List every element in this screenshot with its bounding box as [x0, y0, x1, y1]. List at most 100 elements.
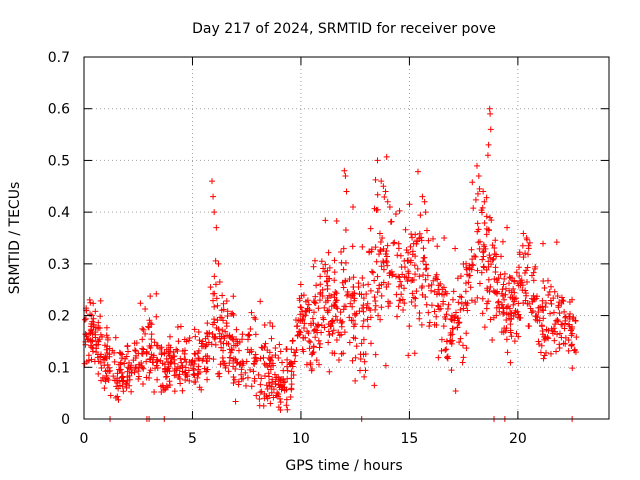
data-point	[340, 350, 347, 357]
data-point	[399, 296, 406, 303]
data-point	[497, 271, 504, 278]
data-point	[217, 361, 224, 368]
data-point	[297, 304, 304, 311]
data-point	[440, 298, 447, 305]
data-point	[518, 277, 525, 284]
data-point	[508, 333, 515, 340]
data-point	[288, 368, 295, 375]
data-point	[271, 371, 278, 378]
data-point	[310, 349, 317, 356]
data-point	[481, 198, 488, 205]
data-point	[277, 348, 284, 355]
data-point	[509, 295, 516, 302]
data-point	[221, 360, 228, 367]
data-point	[339, 279, 346, 286]
data-point	[517, 314, 524, 321]
data-point	[444, 305, 451, 312]
data-point	[158, 350, 165, 357]
data-point	[129, 367, 136, 374]
data-point	[554, 331, 561, 338]
data-point	[535, 304, 542, 311]
data-point	[473, 162, 480, 169]
data-point	[287, 394, 294, 401]
data-point	[319, 286, 326, 293]
data-point	[340, 245, 347, 252]
data-point	[452, 245, 459, 252]
data-point	[195, 355, 202, 362]
data-point	[435, 286, 442, 293]
data-point	[394, 252, 401, 259]
data-point	[98, 377, 105, 384]
data-point	[350, 274, 357, 281]
data-point	[515, 300, 522, 307]
data-point	[441, 291, 448, 298]
data-point	[210, 193, 217, 200]
data-point	[239, 331, 246, 338]
data-point	[509, 294, 516, 301]
data-point	[297, 317, 304, 324]
data-point	[310, 320, 317, 327]
data-point	[188, 359, 195, 366]
data-point	[253, 392, 260, 399]
data-point	[548, 283, 555, 290]
data-point	[550, 309, 557, 316]
data-point	[420, 271, 427, 278]
data-point	[492, 268, 499, 275]
y-tick-label: 0.3	[48, 257, 70, 273]
data-point	[220, 317, 227, 324]
data-point	[487, 283, 494, 290]
data-point	[504, 349, 511, 356]
data-point	[185, 337, 192, 344]
data-point	[486, 252, 493, 259]
data-point	[378, 178, 385, 185]
data-point	[95, 358, 102, 365]
data-point	[543, 349, 550, 356]
data-point	[324, 307, 331, 314]
data-point	[372, 244, 379, 251]
data-point	[177, 355, 184, 362]
data-point	[139, 364, 146, 371]
data-point	[362, 367, 369, 374]
data-point	[325, 328, 332, 335]
x-tick-label: 5	[188, 431, 197, 447]
data-point	[405, 257, 412, 264]
data-point	[559, 297, 566, 304]
data-point	[351, 290, 358, 297]
data-point	[528, 272, 535, 279]
data-point	[327, 292, 334, 299]
data-point	[227, 334, 234, 341]
data-point	[451, 317, 458, 324]
data-point	[137, 300, 144, 307]
data-point	[372, 298, 379, 305]
data-point	[554, 293, 561, 300]
data-point	[341, 167, 348, 174]
data-point	[525, 323, 532, 330]
data-point	[562, 313, 569, 320]
data-point	[211, 209, 218, 216]
data-point	[233, 336, 240, 343]
data-point	[160, 384, 167, 391]
data-point	[316, 344, 323, 351]
data-point	[371, 294, 378, 301]
data-point	[203, 358, 210, 365]
x-axis-label: GPS time / hours	[285, 458, 402, 474]
data-point	[365, 281, 372, 288]
data-point	[384, 262, 391, 269]
data-point	[480, 264, 487, 271]
data-point	[216, 279, 223, 286]
data-point	[401, 285, 408, 292]
data-point	[487, 110, 494, 117]
data-point	[516, 273, 523, 280]
data-point	[428, 281, 435, 288]
data-point	[504, 224, 511, 231]
data-point	[177, 323, 184, 330]
data-point	[217, 338, 224, 345]
data-point	[561, 308, 568, 315]
data-point	[468, 297, 475, 304]
data-point	[453, 309, 460, 316]
data-point	[158, 389, 165, 396]
data-point	[143, 350, 150, 357]
data-point	[491, 251, 498, 258]
data-point	[492, 237, 499, 244]
data-point	[416, 273, 423, 280]
